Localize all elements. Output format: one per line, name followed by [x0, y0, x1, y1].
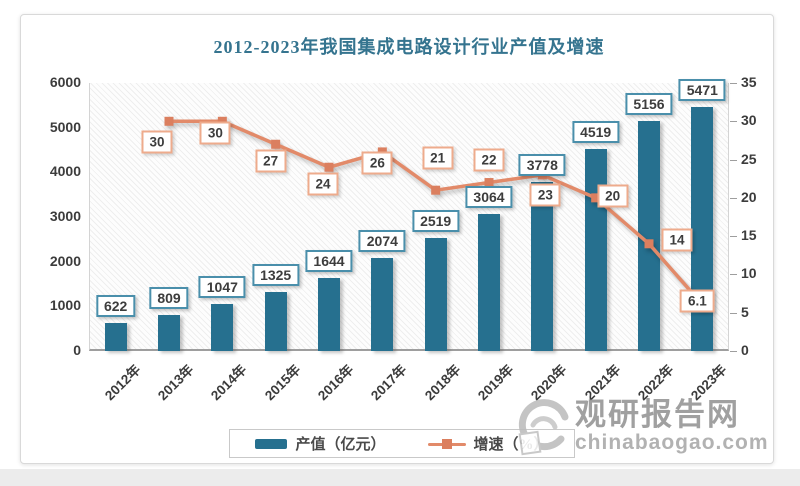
- legend-label-output: 产值（亿元）: [295, 437, 386, 453]
- line-value-label: 26: [361, 151, 393, 175]
- bar-value-label: 1644: [305, 249, 353, 272]
- bar: [424, 238, 447, 351]
- right-axis-tick: 0: [741, 342, 749, 358]
- line-marker: [164, 116, 174, 126]
- bar: [211, 304, 234, 351]
- x-axis-label: 2012年: [101, 361, 144, 404]
- right-axis-tick-mark: [730, 83, 737, 84]
- x-axis-label: 2019年: [475, 361, 517, 404]
- line-value-label: 20: [597, 184, 629, 208]
- line-value-label: 27: [255, 149, 287, 173]
- x-axis-label: 2014年: [208, 361, 250, 404]
- chart-panel: 2012-2023年我国集成电路设计行业产值及增速 6000 5000 4000 30…: [20, 14, 774, 464]
- line-value-label: 22: [473, 148, 505, 172]
- right-axis-tick-mark: [730, 351, 737, 352]
- line-marker: [591, 193, 601, 203]
- x-axis-label: 2023年: [688, 361, 730, 404]
- right-axis-tick: 10: [741, 265, 757, 282]
- right-axis-tick-mark: [730, 236, 737, 238]
- bar: [264, 291, 287, 351]
- bar-value-label: 4519: [572, 121, 620, 144]
- x-axis-label: 2021年: [581, 361, 624, 404]
- x-axis-label: 2015年: [261, 361, 304, 404]
- right-axis-tick: 5: [741, 303, 749, 320]
- growth-line-series: [164, 116, 707, 309]
- x-axis-label: 2017年: [368, 361, 410, 404]
- bar-value-label: 2519: [412, 210, 460, 233]
- left-axis-tick: 5000: [49, 118, 81, 135]
- bar-value-label: 2074: [358, 230, 406, 253]
- chart-title: 2012-2023年我国集成电路设计行业产值及增速: [213, 37, 605, 57]
- bar: [318, 277, 340, 351]
- legend: 产值（亿元） 增速（%）: [229, 429, 575, 458]
- bar: [638, 120, 660, 351]
- bar-value-label: 809: [149, 286, 189, 309]
- bar-value-label: 3064: [465, 186, 513, 209]
- bar: [531, 182, 554, 351]
- line-marker: [271, 139, 281, 149]
- bar-value-label: 3778: [518, 154, 566, 177]
- line-value-label: 21: [422, 146, 454, 170]
- x-axis-label: 2018年: [421, 361, 464, 404]
- legend-item-output: 产值（亿元）: [255, 433, 386, 454]
- watermark-domain: chinabaogao.com: [575, 431, 769, 454]
- page-background-strip: [0, 469, 800, 486]
- line-value-label: 30: [141, 130, 173, 154]
- right-axis-tick-mark: [730, 312, 737, 314]
- left-axis-tick: 0: [73, 342, 81, 358]
- line-swatch-icon: [427, 438, 466, 449]
- bar-value-label: 622: [95, 295, 136, 318]
- right-axis-tick: 25: [741, 150, 757, 167]
- line-value-label: 14: [661, 228, 693, 252]
- bar: [104, 323, 127, 351]
- bar-value-label: 5156: [625, 92, 673, 115]
- legend-label-growth: 增速（%）: [473, 437, 549, 453]
- line-marker: [644, 239, 654, 249]
- bar-value-label: 5471: [678, 78, 726, 101]
- right-axis-tick-mark: [730, 197, 737, 199]
- right-axis-tick: 20: [741, 188, 757, 205]
- line-marker: [217, 116, 227, 126]
- right-axis-tick: 35: [741, 74, 757, 90]
- left-axis-tick: 2000: [49, 252, 81, 269]
- line-value-label: 24: [307, 172, 339, 196]
- bar-value-label: 1325: [252, 263, 300, 286]
- bar: [371, 258, 394, 351]
- x-axis-label: 2022年: [635, 361, 677, 404]
- line-value-label: 30: [199, 121, 231, 145]
- x-axis-label: 2013年: [155, 361, 197, 404]
- x-axis-label: 2016年: [315, 361, 357, 404]
- right-axis-tick: 30: [741, 112, 757, 129]
- right-axis-tick-mark: [730, 274, 737, 276]
- line-value-label: 6.1: [679, 289, 715, 313]
- legend-item-growth: 增速（%）: [427, 433, 549, 454]
- line-marker: [324, 162, 334, 172]
- right-axis-tick: 15: [741, 227, 757, 244]
- plot-area: [89, 83, 729, 351]
- x-axis-label: 2020年: [528, 361, 570, 404]
- line-value-label: 23: [529, 183, 561, 207]
- line-marker: [431, 185, 441, 195]
- right-axis-tick-mark: [730, 121, 737, 123]
- left-axis-tick: 3000: [49, 208, 81, 224]
- bar: [158, 314, 180, 351]
- left-axis-tick: 6000: [49, 74, 81, 90]
- bar: [478, 214, 500, 351]
- bar-value-label: 1047: [198, 276, 246, 299]
- left-axis-tick: 4000: [49, 163, 81, 180]
- line-marker: [484, 178, 494, 188]
- bar-swatch-icon: [255, 438, 288, 449]
- left-axis-tick: 1000: [49, 297, 81, 314]
- right-axis-tick-mark: [730, 159, 737, 161]
